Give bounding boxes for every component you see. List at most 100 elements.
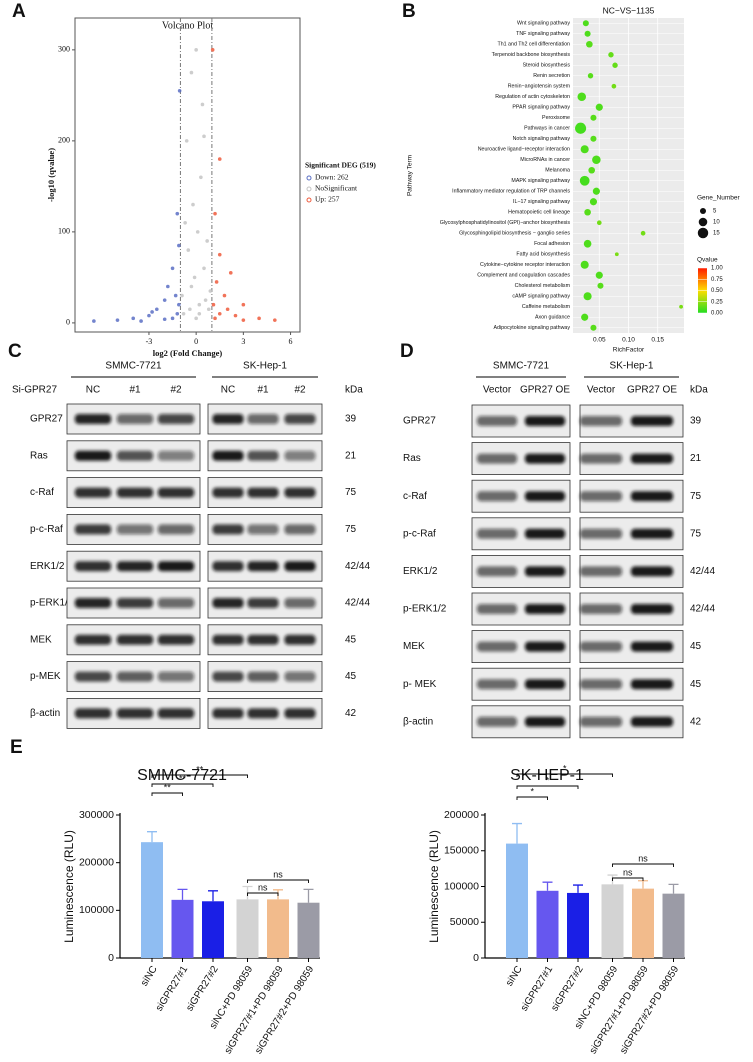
protein-label: p-MEK <box>30 671 61 682</box>
size-legend-dot <box>699 207 707 215</box>
blot-band <box>579 453 623 464</box>
kda-label: 42 <box>345 708 357 719</box>
blot-band <box>212 561 244 572</box>
blot-band <box>74 671 112 682</box>
point <box>210 48 215 52</box>
cell-line-label: SK-Hep-1 <box>610 361 654 372</box>
point <box>131 316 136 321</box>
blot-band <box>212 450 244 461</box>
blot-band <box>630 604 674 614</box>
bar <box>506 843 528 958</box>
point <box>202 134 206 139</box>
y-tick-label: Focal adhesion <box>534 241 570 247</box>
blot-band <box>116 414 154 424</box>
point <box>166 284 170 289</box>
blot-band <box>630 566 674 577</box>
point <box>189 70 194 75</box>
error-bar <box>668 883 679 894</box>
point <box>257 316 261 321</box>
group-label: Si-GPR27 <box>12 385 57 396</box>
blot-band <box>524 491 566 502</box>
protein-label: MEK <box>30 634 52 645</box>
bar <box>171 899 194 958</box>
significance-bracket <box>612 863 674 867</box>
x-tick-label: siGPR27#2+PD 98059 <box>618 964 681 1056</box>
blot-band <box>630 416 674 426</box>
blot-band <box>284 414 316 424</box>
x-tick-label: 0 <box>194 337 198 346</box>
kda-label: 21 <box>345 450 357 461</box>
blot-band <box>284 708 316 719</box>
blot-band <box>476 528 518 539</box>
protein-label: c-Raf <box>30 487 54 498</box>
dot <box>640 230 646 236</box>
dot <box>579 175 590 186</box>
y-tick-label: Axon guidance <box>535 315 570 321</box>
blot-band <box>284 524 316 535</box>
protein-label: ERK1/2 <box>30 561 65 572</box>
blot-band <box>74 708 112 719</box>
y-tick-label: cAMP signaling pathway <box>512 294 570 300</box>
lane-label: #1 <box>257 385 269 396</box>
blot-band <box>212 487 244 498</box>
blot-band <box>157 561 195 572</box>
point <box>183 220 187 225</box>
kda-label: 75 <box>690 528 702 539</box>
blot-band <box>212 414 244 424</box>
blot-band <box>476 604 518 614</box>
y-tick-label: Adipocytokine signaling pathway <box>493 325 570 331</box>
lane-label: #1 <box>129 385 141 396</box>
kda-label: 42/44 <box>690 604 715 615</box>
significance-bracket <box>516 796 548 800</box>
protein-label: p-ERK1/2 <box>403 604 447 615</box>
kda-label: 45 <box>690 679 702 690</box>
colorbar-label: 1.00 <box>711 266 723 272</box>
blot-band <box>212 598 244 608</box>
chart-title: NC−VS−1135 <box>603 5 655 15</box>
blot-band <box>74 524 112 535</box>
kda-label: 42/44 <box>345 561 370 572</box>
legend-swatch <box>306 186 312 192</box>
blot-band <box>524 416 566 426</box>
protein-label: β-actin <box>30 708 60 719</box>
blot-band <box>579 491 623 502</box>
y-tick-label: Hematopoietic cell lineage <box>508 210 570 216</box>
blot-band <box>157 708 195 719</box>
significance-bracket <box>516 773 613 777</box>
dot <box>595 103 603 111</box>
dot <box>582 20 589 27</box>
y-tick-label: 0 <box>473 952 479 964</box>
y-tick-label: 100 <box>58 227 70 236</box>
point <box>217 252 222 257</box>
blot-band <box>579 604 623 614</box>
cell-line-label: SMMC-7721 <box>493 361 550 372</box>
blot-band <box>157 414 195 424</box>
y-tick-label: Glycosphingolipid biosynthesis − ganglio… <box>459 231 570 237</box>
blot-band <box>579 641 623 652</box>
blot-band <box>247 708 279 719</box>
blot-band <box>74 561 112 572</box>
blot-band <box>247 487 279 498</box>
point <box>195 230 200 234</box>
size-legend-dot <box>697 227 709 239</box>
error-bar <box>573 884 583 893</box>
dot <box>590 114 597 121</box>
blot-band <box>630 491 674 502</box>
point <box>188 307 192 312</box>
blot-band <box>524 679 566 690</box>
significance-bracket <box>247 879 309 883</box>
protein-label: p-ERK1/2 <box>30 598 74 609</box>
point <box>184 139 189 143</box>
y-tick-label: 150000 <box>444 845 479 857</box>
lane-label: NC <box>86 385 100 396</box>
point <box>180 293 184 298</box>
cell-line-label: SMMC-7721 <box>105 361 162 372</box>
blot-band <box>476 491 518 502</box>
y-tick-label: 200000 <box>444 809 479 821</box>
y-axis-label: Pathway Term <box>407 155 414 196</box>
significance-label: ** <box>164 782 172 792</box>
y-tick-label: Notch signaling pathway <box>513 136 571 142</box>
point <box>139 319 143 323</box>
y-tick-label: Neuroactive ligand−receptor interaction <box>478 147 570 153</box>
protein-label: β-actin <box>403 716 433 727</box>
